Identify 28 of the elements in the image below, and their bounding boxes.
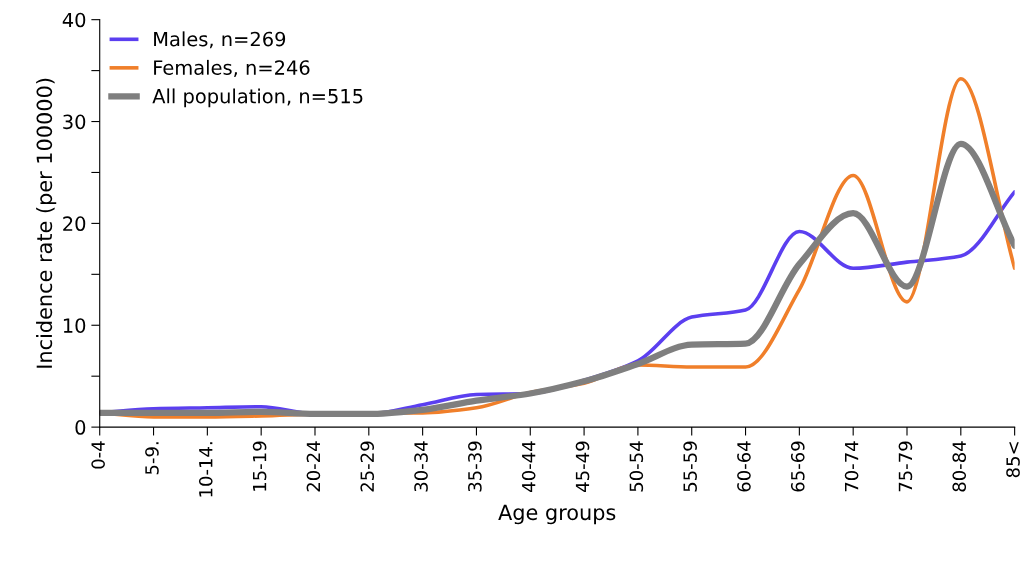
y-tick-label: 10 [63,318,86,333]
x-tick-label: 25-29 [360,441,375,492]
x-tick-label: 15-19 [252,441,267,491]
x-tick-label: 85< [1006,442,1020,478]
y-tick-label: 0 [75,420,86,435]
x-tick-label: 70-74 [844,441,859,492]
x-tick-label: 45-49 [575,441,590,492]
x-tick-label: 65-69 [790,441,805,492]
legend-label: Males, n=269 [154,31,286,49]
y-tick-label: 40 [62,12,86,28]
legend-label: Females, n=246 [154,59,310,77]
x-tick-label: 40-44 [521,441,536,492]
x-tick-label: 80-84 [952,441,967,492]
y-tick-label: 20 [63,216,86,232]
x-tick-label: 10-14. [198,442,213,497]
x-tick-label: 30-34 [414,441,428,492]
x-axis-title: Age groups [498,504,616,525]
y-axis-title: Incidence rate (per 100000) [36,78,57,368]
x-tick-label: 75-79 [898,441,913,492]
x-tick-label: 50-54 [629,441,644,492]
legend-label: All population, n=515 [152,88,363,108]
x-tick-label: 20-24 [306,441,321,492]
y-tick-label: 30 [63,114,86,130]
x-tick-label: 5-9. [145,442,159,475]
x-tick-label: 35-39 [468,441,482,492]
x-tick-label: 60-64 [737,441,751,492]
x-tick-label: 55-59 [683,441,697,492]
x-tick-label: 0-4 [91,441,105,469]
